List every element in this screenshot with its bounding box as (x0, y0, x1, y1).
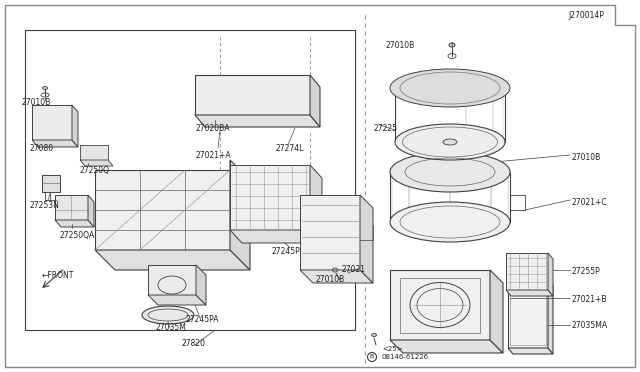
Text: 27245PA: 27245PA (185, 315, 218, 324)
Ellipse shape (142, 306, 194, 324)
Polygon shape (230, 165, 310, 230)
Text: B: B (370, 355, 374, 359)
Text: 27080: 27080 (30, 144, 54, 153)
Text: 27245P: 27245P (272, 247, 301, 257)
Polygon shape (72, 105, 78, 147)
Text: 27010B: 27010B (385, 41, 414, 49)
Polygon shape (195, 75, 310, 115)
Polygon shape (95, 250, 250, 270)
Polygon shape (506, 253, 548, 290)
Text: J270014P: J270014P (568, 10, 604, 19)
Ellipse shape (395, 124, 505, 160)
Text: 27010B: 27010B (22, 97, 51, 106)
Polygon shape (310, 75, 320, 127)
Polygon shape (196, 265, 206, 305)
Polygon shape (80, 145, 108, 160)
Polygon shape (55, 220, 94, 227)
Polygon shape (88, 195, 94, 227)
Polygon shape (390, 340, 503, 353)
Ellipse shape (449, 43, 455, 47)
Text: 27020BA: 27020BA (196, 124, 230, 132)
Polygon shape (80, 160, 113, 166)
Polygon shape (390, 270, 490, 340)
Polygon shape (55, 195, 88, 220)
Text: 27010B: 27010B (572, 153, 601, 161)
Polygon shape (230, 230, 322, 243)
Ellipse shape (390, 69, 510, 107)
Text: 27021+C: 27021+C (572, 198, 607, 206)
Ellipse shape (371, 334, 376, 337)
Polygon shape (95, 170, 230, 250)
Text: 27250Q: 27250Q (80, 166, 110, 174)
Ellipse shape (395, 70, 505, 106)
Ellipse shape (443, 139, 457, 145)
Polygon shape (548, 278, 553, 354)
Text: 27225: 27225 (373, 124, 397, 132)
Text: 27255P: 27255P (572, 267, 601, 276)
Text: 27250QA: 27250QA (60, 231, 95, 240)
Text: <25>: <25> (382, 346, 403, 352)
Text: ←FRONT: ←FRONT (42, 270, 74, 279)
Polygon shape (548, 253, 553, 296)
Polygon shape (195, 115, 320, 127)
Ellipse shape (42, 87, 47, 90)
Polygon shape (32, 140, 78, 147)
Polygon shape (360, 195, 373, 283)
Polygon shape (490, 270, 503, 353)
Polygon shape (230, 160, 250, 270)
Text: 27010B: 27010B (315, 276, 344, 285)
Text: 27021+A: 27021+A (196, 151, 232, 160)
Polygon shape (148, 295, 206, 305)
Polygon shape (310, 165, 322, 243)
Polygon shape (506, 290, 553, 296)
Text: 08146-61226: 08146-61226 (382, 354, 429, 360)
Polygon shape (42, 175, 60, 192)
Polygon shape (32, 105, 72, 140)
Polygon shape (508, 278, 548, 348)
Text: 27274L: 27274L (275, 144, 303, 153)
Polygon shape (508, 348, 553, 354)
Text: 27021: 27021 (342, 266, 366, 275)
Text: 27021+B: 27021+B (572, 295, 607, 305)
Text: 27035MA: 27035MA (572, 321, 608, 330)
Polygon shape (300, 270, 373, 283)
Ellipse shape (390, 202, 510, 242)
Ellipse shape (490, 160, 495, 163)
Ellipse shape (390, 152, 510, 192)
Text: 27035M: 27035M (155, 324, 186, 333)
Text: 27820: 27820 (182, 339, 206, 347)
Text: 27253N: 27253N (30, 201, 60, 209)
Polygon shape (148, 265, 196, 295)
Polygon shape (300, 195, 360, 270)
